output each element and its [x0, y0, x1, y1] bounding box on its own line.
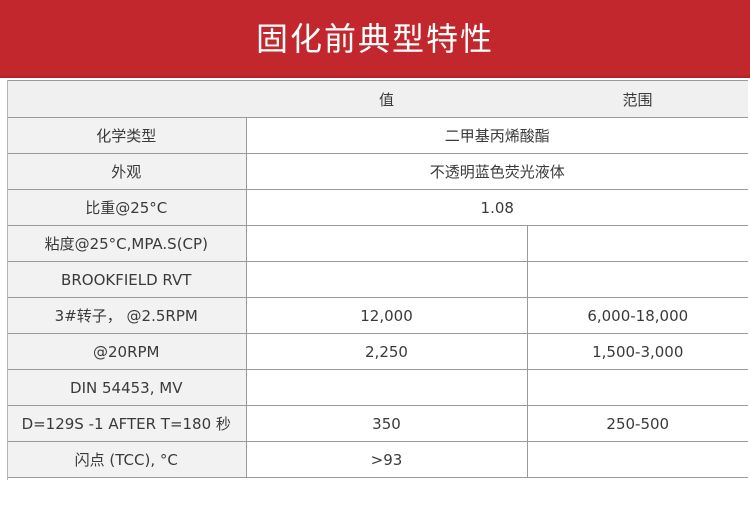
table-left-border — [7, 80, 8, 480]
table-row: 化学类型 二甲基丙烯酸酯 — [7, 117, 748, 154]
row-range — [527, 225, 748, 262]
row-range: 6,000-18,000 — [527, 297, 748, 334]
title-banner: 固化前典型特性 — [0, 0, 750, 78]
row-range — [527, 261, 748, 298]
table-row: 3#转子， @2.5RPM 12,000 6,000-18,000 — [7, 297, 748, 334]
row-value: 2,250 — [246, 333, 528, 370]
row-range — [527, 369, 748, 406]
table-row: D=129S -1 AFTER T=180 秒 350 250-500 — [7, 405, 748, 442]
header-cell-range: 范围 — [527, 80, 748, 118]
row-label: BROOKFIELD RVT — [7, 261, 247, 298]
row-value: 350 — [246, 405, 528, 442]
row-label: DIN 54453, MV — [7, 369, 247, 406]
row-label: D=129S -1 AFTER T=180 秒 — [7, 405, 247, 442]
table-row: 粘度@25°C,MPA.S(CP) — [7, 225, 748, 262]
row-label: @20RPM — [7, 333, 247, 370]
row-label: 比重@25°C — [7, 189, 247, 226]
row-value — [246, 225, 528, 262]
table-header-row: 值 范围 — [7, 80, 748, 118]
page-title: 固化前典型特性 — [255, 20, 494, 58]
row-value: >93 — [246, 441, 528, 478]
row-value: 不透明蓝色荧光液体 — [246, 153, 748, 190]
table-row: BROOKFIELD RVT — [7, 261, 748, 298]
row-range: 1,500-3,000 — [527, 333, 748, 370]
table-row: 比重@25°C 1.08 — [7, 189, 748, 226]
row-label: 闪点 (TCC), °C — [7, 441, 247, 478]
row-value: 12,000 — [246, 297, 528, 334]
row-range — [527, 441, 748, 478]
row-label: 化学类型 — [7, 117, 247, 154]
table-row: DIN 54453, MV — [7, 369, 748, 406]
header-cell-property — [7, 80, 246, 118]
table-row: @20RPM 2,250 1,500-3,000 — [7, 333, 748, 370]
row-value: 1.08 — [246, 189, 748, 226]
row-value — [246, 369, 528, 406]
header-cell-value: 值 — [246, 80, 527, 118]
row-value — [246, 261, 528, 298]
table-row: 闪点 (TCC), °C >93 — [7, 441, 748, 478]
row-label: 3#转子， @2.5RPM — [7, 297, 247, 334]
row-range: 250-500 — [527, 405, 748, 442]
row-value: 二甲基丙烯酸酯 — [246, 117, 748, 154]
row-label: 粘度@25°C,MPA.S(CP) — [7, 225, 247, 262]
row-label: 外观 — [7, 153, 247, 190]
table-row: 外观 不透明蓝色荧光液体 — [7, 153, 748, 190]
properties-table: 值 范围 化学类型 二甲基丙烯酸酯 外观 不透明蓝色荧光液体 比重@25°C 1… — [7, 80, 748, 478]
